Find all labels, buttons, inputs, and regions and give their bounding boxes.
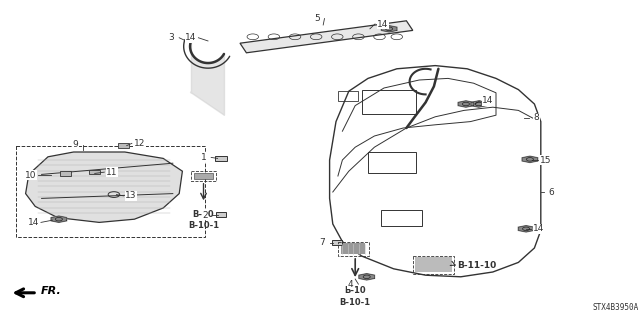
Bar	[194, 173, 213, 179]
Bar	[381, 210, 422, 226]
Bar	[362, 90, 416, 114]
Text: B-10
B-10-1: B-10 B-10-1	[188, 210, 219, 230]
Text: 7: 7	[319, 238, 324, 247]
Bar	[216, 212, 226, 217]
Text: 8: 8	[534, 113, 539, 122]
Polygon shape	[458, 101, 474, 107]
Polygon shape	[381, 26, 397, 32]
Polygon shape	[471, 101, 486, 107]
Text: FR.: FR.	[40, 286, 61, 296]
Text: 14: 14	[533, 224, 545, 233]
Polygon shape	[240, 21, 413, 53]
Bar	[191, 171, 216, 181]
Bar	[415, 257, 452, 272]
Bar	[215, 156, 227, 161]
Text: 14: 14	[185, 33, 196, 42]
Bar	[60, 171, 71, 176]
Text: B-11-10: B-11-10	[458, 261, 497, 270]
Bar	[89, 170, 100, 174]
Text: 2: 2	[202, 211, 207, 220]
Bar	[118, 143, 129, 148]
Text: 11: 11	[106, 168, 118, 177]
Polygon shape	[518, 226, 534, 232]
Bar	[338, 91, 358, 101]
Text: 15: 15	[540, 156, 551, 164]
Bar	[338, 242, 369, 256]
Text: 12: 12	[134, 139, 145, 148]
Bar	[413, 256, 454, 274]
Text: 9: 9	[73, 140, 78, 149]
Text: STX4B3950A: STX4B3950A	[593, 303, 639, 312]
Text: B-10
B-10-1: B-10 B-10-1	[340, 286, 371, 307]
Text: 3: 3	[169, 33, 174, 42]
Bar	[332, 240, 342, 245]
Text: 10: 10	[25, 171, 36, 180]
Text: 6: 6	[549, 188, 554, 196]
Bar	[368, 152, 416, 173]
Bar	[16, 146, 205, 237]
Text: 14: 14	[28, 218, 39, 227]
Polygon shape	[359, 274, 374, 280]
Polygon shape	[522, 156, 538, 163]
Bar	[341, 243, 365, 254]
Polygon shape	[51, 216, 67, 222]
Text: 1: 1	[201, 153, 206, 162]
Polygon shape	[26, 152, 182, 222]
Text: 14: 14	[482, 96, 493, 105]
Text: 14: 14	[377, 20, 388, 28]
Text: 4: 4	[348, 280, 353, 289]
Text: 13: 13	[125, 191, 137, 200]
Text: 5: 5	[314, 14, 319, 23]
